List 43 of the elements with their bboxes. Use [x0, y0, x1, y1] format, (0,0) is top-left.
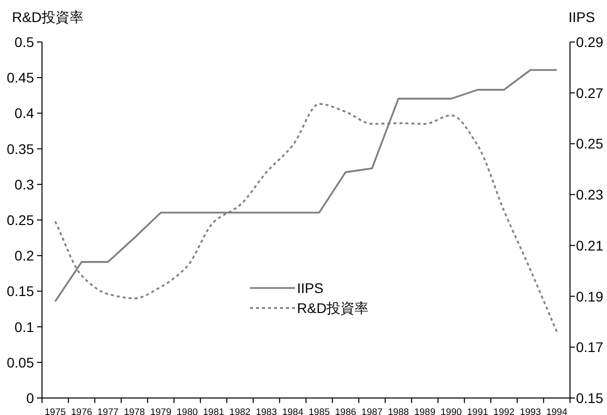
x-tick-label: 1980 [176, 407, 198, 415]
x-tick-label: 1992 [493, 407, 515, 415]
x-tick-label: 1987 [361, 407, 383, 415]
y2-tick-label: 0.25 [576, 136, 604, 152]
y-tick-label: 0.35 [6, 140, 34, 157]
y-tick-label: 0.5 [14, 34, 34, 50]
x-tick-label: 1991 [467, 407, 488, 415]
x-tick-label: 1976 [71, 407, 92, 415]
y2-tick-label: 0.29 [576, 34, 604, 50]
y2-tick-label: 0.15 [576, 390, 604, 406]
x-tick-label: 1989 [414, 407, 436, 415]
x-tick-label: 1994 [546, 407, 568, 415]
y-tick-label: 0.2 [14, 248, 34, 264]
x-tick-label: 1979 [150, 407, 172, 415]
legend-label: R&D投資率 [297, 300, 369, 316]
legend-label: IIPS [297, 280, 324, 296]
y2-tick-label: 0.17 [576, 339, 604, 356]
y2-tick-label: 0.27 [576, 84, 604, 101]
y-tick-label: 0 [26, 390, 34, 406]
y2-axis-title: IIPS [568, 9, 595, 25]
y2-tick-label: 0.19 [576, 288, 604, 304]
y-tick-label: 0.4 [14, 105, 34, 122]
x-tick-label: 1990 [440, 407, 462, 415]
x-tick-label: 1981 [203, 407, 224, 415]
x-tick-label: 1975 [44, 407, 66, 415]
y-tick-label: 0.15 [6, 283, 34, 300]
x-tick-label: 1988 [388, 407, 409, 415]
x-tick-label: 1978 [124, 407, 145, 415]
x-tick-label: 1984 [282, 407, 304, 415]
x-tick-label: 1977 [97, 407, 119, 415]
x-tick-label: 1983 [256, 407, 277, 415]
y-tick-label: 0.05 [6, 354, 34, 370]
y-tick-label: 0.45 [6, 70, 34, 86]
y-axis-title: R&D投資率 [12, 9, 84, 25]
x-tick-label: 1993 [520, 407, 541, 415]
y-tick-label: 0.1 [14, 318, 34, 335]
x-tick-label: 1986 [335, 407, 356, 415]
y2-tick-label: 0.23 [576, 186, 604, 203]
x-tick-label: 1985 [308, 407, 330, 415]
y2-tick-label: 0.21 [576, 237, 604, 254]
y-tick-label: 0.3 [14, 176, 34, 192]
x-tick-label: 1982 [229, 407, 251, 415]
y-tick-label: 0.25 [6, 212, 34, 228]
